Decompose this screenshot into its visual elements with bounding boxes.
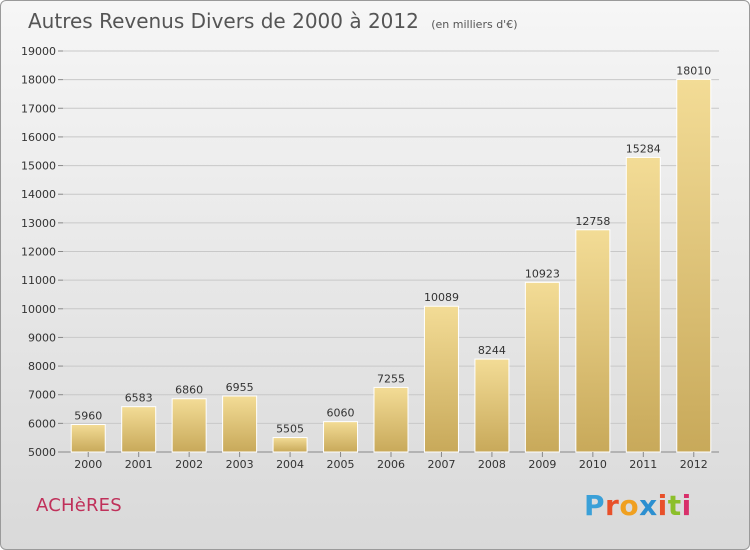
x-tick-label: 2001 (125, 458, 153, 471)
commune-name: ACHèRES (36, 495, 122, 516)
data-labels: 5960 6583 6860 6955 5505 6060 7255 10089 8244 109… (74, 64, 711, 435)
data-label: 12758 (575, 215, 610, 228)
data-label: 10089 (424, 291, 459, 304)
data-label: 6583 (125, 392, 153, 405)
y-tick-label: 11000 (21, 274, 56, 287)
data-label: 15284 (626, 142, 661, 155)
bar-2011 (625, 156, 661, 453)
x-tick-label: 2005 (327, 458, 355, 471)
x-tick-label: 2002 (175, 458, 203, 471)
bar-2007 (423, 305, 459, 453)
y-tick-label: 17000 (21, 102, 56, 115)
y-tick-label: 15000 (21, 160, 56, 173)
y-tick-label: 19000 (21, 45, 56, 58)
data-label: 18010 (676, 64, 711, 77)
data-label: 6860 (175, 384, 203, 397)
x-tick-label: 2003 (226, 458, 254, 471)
y-tick-label: 18000 (21, 74, 56, 87)
y-tick-label: 13000 (21, 217, 56, 230)
x-tick-label: 2004 (276, 458, 304, 471)
data-label: 8244 (478, 344, 506, 357)
x-tick-label: 2007 (427, 458, 455, 471)
bar-2003 (222, 395, 258, 453)
x-tick-label: 2008 (478, 458, 506, 471)
data-label: 6955 (226, 381, 254, 394)
y-axis-ticks: 5000 6000 7000 8000 9000 10000 11000 12000 13000… (21, 45, 63, 459)
bars (70, 78, 712, 453)
y-tick-label: 8000 (28, 360, 56, 373)
brand-letter: o (619, 489, 640, 522)
bar-2006 (373, 386, 409, 453)
brand-letter: i (657, 489, 668, 522)
bar-2004 (272, 437, 308, 453)
y-tick-label: 9000 (28, 331, 56, 344)
brand-letter: i (681, 489, 692, 522)
brand-letter: t (667, 489, 682, 522)
y-tick-label: 14000 (21, 188, 56, 201)
chart-title: Autres Revenus Divers de 2000 à 2012 (en… (28, 9, 518, 33)
proxiti-logo[interactable]: Proxiti (584, 489, 692, 522)
bar-2009 (524, 281, 560, 453)
bar-2000 (70, 424, 106, 453)
brand-letter: x (639, 489, 658, 522)
bar-2001 (121, 406, 157, 453)
data-label: 5505 (276, 423, 304, 436)
data-label: 10923 (525, 267, 560, 280)
x-tick-label: 2012 (680, 458, 708, 471)
chart-title-text: Autres Revenus Divers de 2000 à 2012 (28, 9, 419, 33)
x-tick-label: 2011 (629, 458, 657, 471)
y-tick-label: 16000 (21, 131, 56, 144)
bar-2008 (474, 358, 510, 453)
y-tick-label: 5000 (28, 446, 56, 459)
data-label: 7255 (377, 372, 405, 385)
brand-letter: P (584, 489, 606, 522)
brand-letter: r (605, 489, 620, 522)
y-tick-label: 12000 (21, 246, 56, 259)
x-tick-label: 2010 (579, 458, 607, 471)
y-tick-label: 10000 (21, 303, 56, 316)
x-tick-label: 2006 (377, 458, 405, 471)
bar-2005 (323, 421, 359, 453)
bar-2010 (575, 229, 611, 453)
data-label: 5960 (74, 410, 102, 423)
bar-2012 (676, 78, 712, 453)
data-label: 6060 (327, 407, 355, 420)
x-tick-label: 2009 (528, 458, 556, 471)
x-tick-label: 2000 (74, 458, 102, 471)
chart-subtitle: (en milliers d'€) (431, 18, 518, 31)
bar-2002 (171, 398, 207, 453)
y-tick-label: 6000 (28, 417, 56, 430)
x-axis-ticks: 2000 2001 2002 2003 2004 2005 2006 2007 2008 2009… (74, 452, 708, 471)
y-tick-label: 7000 (28, 389, 56, 402)
